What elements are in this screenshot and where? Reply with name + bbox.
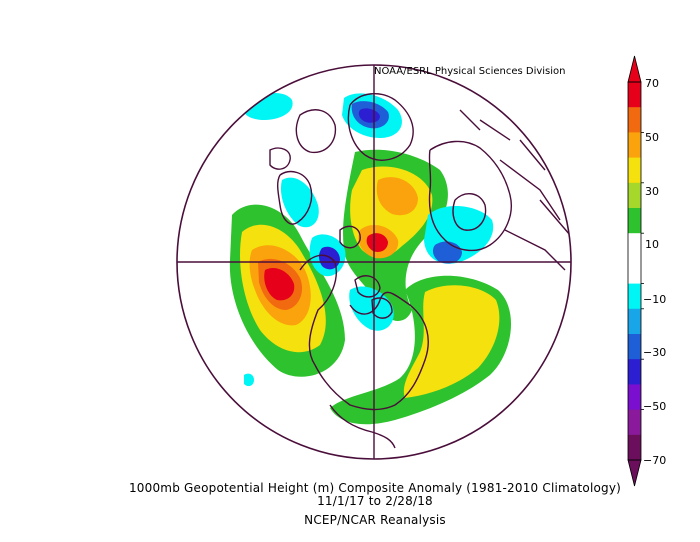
map-title: 1000mb Geopotential Height (m) Composite…: [128, 481, 622, 495]
colorbar-segment: [628, 434, 641, 461]
coast-greenland: [347, 93, 414, 161]
colorbar-label-50: 50: [645, 131, 659, 144]
colorbar-segment: [628, 182, 641, 209]
coast-scandinavia: [452, 193, 487, 231]
coast-europe: [428, 140, 512, 252]
coast-asia: [269, 109, 337, 170]
anomaly-field: [229, 93, 512, 425]
colorbar-segment: [628, 82, 641, 108]
colorbar-label-30: 30: [645, 185, 659, 198]
colorbar-label-neg10: −10: [643, 293, 667, 306]
coast-arctic-archipelago: [339, 225, 393, 319]
colorbar-top-arrow: [627, 55, 642, 83]
greenland-negative-darkblue: [358, 108, 380, 123]
date-range: 11/1/17 to 2/28/18: [317, 494, 433, 508]
alaska-negative-cyan: [280, 177, 319, 228]
pacific-high-negative-cyan: [243, 93, 293, 120]
canada-negative-cyan: [349, 286, 394, 331]
colorbar-segment: [628, 283, 641, 310]
arctic-positive-orange-north: [376, 177, 418, 216]
atlantic-small-negative-cyan: [244, 373, 254, 387]
colorbar-label-neg50: −50: [643, 400, 667, 413]
colorbar-segment: [628, 208, 641, 234]
colorbar-segment: [628, 132, 641, 159]
colorbar-segment: [628, 334, 641, 360]
coast-north-america: [299, 254, 429, 411]
credit-text: NOAA/ESRL Physical Sciences Division: [374, 66, 566, 77]
colorbar-segment: [628, 384, 641, 411]
colorbar-segment: [628, 107, 641, 133]
colorbar-label-neg30: −30: [643, 346, 667, 359]
colorbar-label-70: 70: [645, 77, 659, 90]
colorbar-label-10: 10: [645, 238, 659, 251]
colorbar-segment: [628, 359, 641, 385]
coastlines: [269, 93, 571, 449]
colorbar-segment: [628, 308, 641, 335]
colorbar-frame: [627, 81, 642, 461]
arctic-positive-red: [366, 233, 388, 252]
coast-mexico: [329, 404, 396, 449]
globe-outline: [176, 64, 572, 460]
colorbar-segment: [628, 233, 641, 259]
colorbar-segment: [628, 409, 641, 436]
colorbar-segment: [628, 157, 641, 184]
data-source: NCEP/NCAR Reanalysis: [304, 513, 446, 527]
colorbar-segment: [628, 258, 641, 285]
colorbar: [627, 55, 644, 487]
atlantic-positive-yellow: [403, 285, 500, 398]
coast-alaska: [277, 170, 313, 225]
colorbar-label-neg70: −70: [643, 454, 667, 467]
coast-eurasia-grid: [459, 109, 571, 271]
pacific-positive-red: [264, 267, 295, 301]
